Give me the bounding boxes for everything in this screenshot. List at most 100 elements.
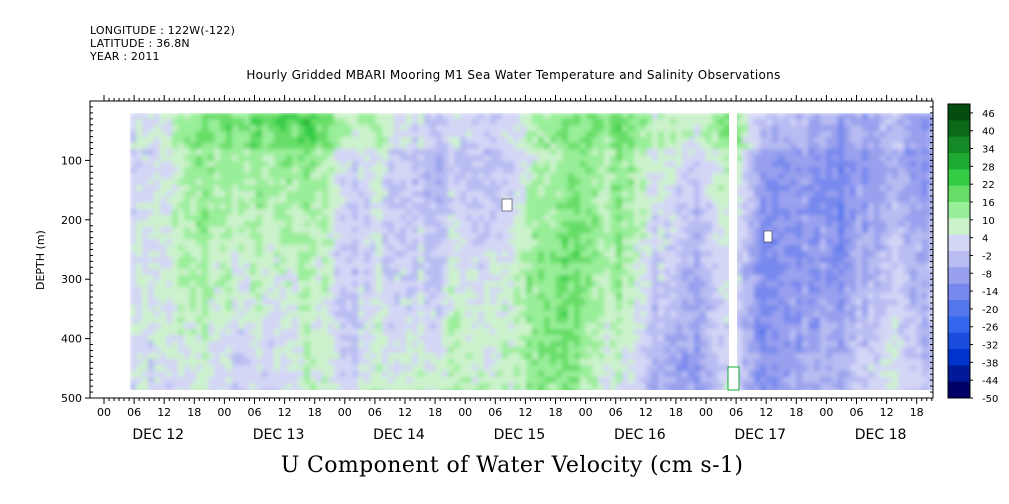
heatmap-cell: [634, 209, 641, 216]
heatmap-cell: [424, 359, 431, 366]
heatmap-cell: [358, 113, 365, 120]
heatmap-cell: [532, 143, 539, 150]
heatmap-cell: [400, 305, 407, 312]
heatmap-cell: [244, 263, 251, 270]
heatmap-cell: [352, 137, 359, 144]
heatmap-cell: [280, 293, 287, 300]
heatmap-cell: [538, 203, 545, 210]
heatmap-cell: [442, 221, 449, 228]
heatmap-cell: [220, 341, 227, 348]
heatmap-cell: [490, 305, 497, 312]
heatmap-cell: [574, 347, 581, 354]
heatmap-cell: [358, 137, 365, 144]
heatmap-cell: [196, 347, 203, 354]
heatmap-cell: [292, 179, 299, 186]
heatmap-cell: [352, 377, 359, 384]
heatmap-cell: [394, 329, 401, 336]
heatmap-cell: [550, 305, 557, 312]
heatmap-cell: [262, 215, 269, 222]
heatmap-cell: [346, 143, 353, 150]
heatmap-cell: [568, 197, 575, 204]
heatmap-cell: [352, 119, 359, 126]
heatmap-cell: [628, 167, 635, 174]
heatmap-cell: [484, 167, 491, 174]
heatmap-cell: [376, 227, 383, 234]
heatmap-cell: [646, 239, 653, 246]
heatmap-cell: [472, 299, 479, 306]
heatmap-cell: [334, 377, 341, 384]
heatmap-cell: [676, 323, 683, 330]
heatmap-cell: [286, 281, 293, 288]
heatmap-cell: [208, 305, 215, 312]
heatmap-cell: [610, 137, 617, 144]
heatmap-cell: [160, 389, 167, 390]
heatmap-cell: [196, 125, 203, 132]
heatmap-cell: [400, 347, 407, 354]
heatmap-cell: [592, 203, 599, 210]
heatmap-cell: [388, 389, 395, 390]
heatmap-cell: [322, 281, 329, 288]
heatmap-cell: [154, 125, 161, 132]
heatmap-cell: [598, 131, 605, 138]
heatmap-cell: [742, 185, 749, 192]
heatmap-cell: [742, 239, 749, 246]
heatmap-cell: [610, 257, 617, 264]
heatmap-cell: [718, 185, 725, 192]
heatmap-cell: [544, 365, 551, 372]
heatmap-cell: [490, 257, 497, 264]
heatmap-cell: [670, 389, 677, 390]
heatmap-cell: [160, 365, 167, 372]
heatmap-cell: [502, 125, 509, 132]
heatmap-cell: [502, 251, 509, 258]
heatmap-cell: [220, 209, 227, 216]
heatmap-cell: [634, 335, 641, 342]
heatmap-cell: [538, 125, 545, 132]
heatmap-cell: [436, 227, 443, 234]
heatmap-cell: [286, 299, 293, 306]
heatmap-cell: [472, 245, 479, 252]
heatmap-cell: [682, 377, 689, 384]
heatmap-cell: [316, 221, 323, 228]
heatmap-cell: [604, 185, 611, 192]
heatmap-cell: [292, 239, 299, 246]
heatmap-cell: [130, 113, 137, 120]
heatmap-cell: [676, 245, 683, 252]
heatmap-cell: [682, 203, 689, 210]
heatmap-cell: [538, 173, 545, 180]
heatmap-cell: [604, 341, 611, 348]
heatmap-cell: [208, 125, 215, 132]
heatmap-cell: [334, 365, 341, 372]
heatmap-cell: [418, 161, 425, 168]
heatmap-cell: [496, 359, 503, 366]
heatmap-cell: [616, 125, 623, 132]
heatmap-cell: [424, 341, 431, 348]
heatmap-cell: [694, 203, 701, 210]
heatmap-cell: [640, 347, 647, 354]
heatmap-cell: [484, 389, 491, 390]
heatmap-cell: [424, 377, 431, 384]
heatmap-cell: [328, 197, 335, 204]
heatmap-cell: [142, 263, 149, 270]
heatmap-cell: [172, 197, 179, 204]
heatmap-cell: [592, 281, 599, 288]
heatmap-cell: [466, 287, 473, 294]
heatmap-cell: [388, 215, 395, 222]
heatmap-cell: [196, 173, 203, 180]
heatmap-cell: [658, 203, 665, 210]
heatmap-cell: [598, 269, 605, 276]
heatmap-cell: [652, 227, 659, 234]
heatmap-cell: [760, 389, 767, 390]
heatmap-cell: [562, 371, 569, 378]
heatmap-cell: [292, 263, 299, 270]
heatmap-cell: [556, 323, 563, 330]
heatmap-cell: [256, 383, 263, 390]
heatmap-cell: [682, 329, 689, 336]
heatmap-cell: [334, 239, 341, 246]
heatmap-cell: [370, 323, 377, 330]
heatmap-cell: [406, 365, 413, 372]
heatmap-cell: [412, 389, 419, 390]
heatmap-cell: [298, 311, 305, 318]
heatmap-cell: [202, 197, 209, 204]
heatmap-cell: [454, 365, 461, 372]
heatmap-cell: [466, 125, 473, 132]
